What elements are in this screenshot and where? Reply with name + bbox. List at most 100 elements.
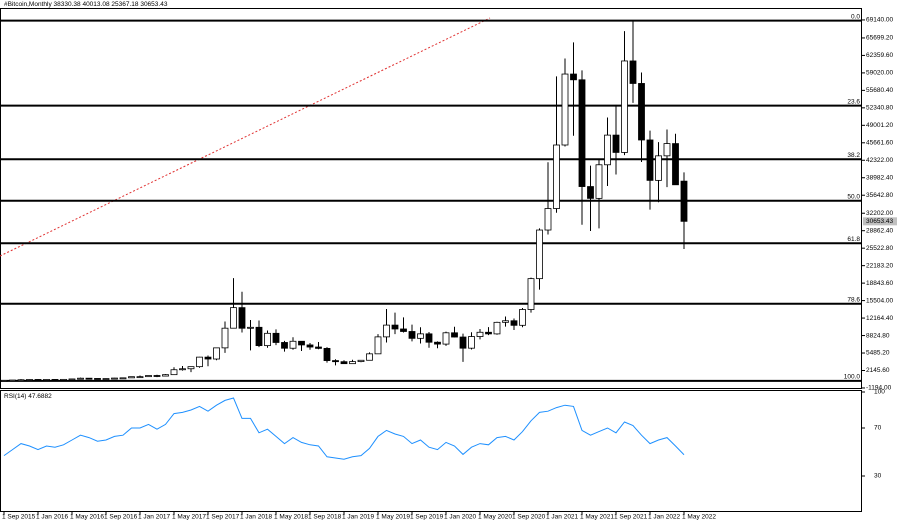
y-tick-label: 35642.80 bbox=[866, 192, 893, 199]
fib-label: 61.8 bbox=[847, 236, 860, 243]
candle-body bbox=[9, 379, 16, 382]
header: #Bitcoin,Monthly 38330.38 40013.08 25367… bbox=[4, 1, 168, 8]
candle-body bbox=[323, 347, 331, 361]
candle-body bbox=[442, 332, 450, 345]
candle-body bbox=[264, 332, 271, 347]
candle-body bbox=[383, 324, 390, 338]
rsi-value: 47.6882 bbox=[28, 393, 52, 400]
x-tick-label: 1 May 2020 bbox=[478, 514, 512, 521]
candle-body bbox=[485, 331, 492, 335]
candle-body bbox=[629, 60, 637, 84]
candle-body bbox=[255, 326, 263, 347]
candle-body bbox=[680, 180, 688, 222]
candle-body bbox=[77, 377, 84, 380]
candle-body bbox=[332, 360, 339, 363]
candle-body bbox=[621, 60, 628, 153]
x-tick-label: 1 May 2016 bbox=[70, 514, 104, 521]
x-tick-label: 1 Jan 2018 bbox=[240, 514, 273, 521]
y-tick-label: 12164.40 bbox=[866, 315, 893, 322]
candle-body bbox=[298, 340, 305, 346]
candle-body bbox=[196, 356, 203, 368]
rsi-name: RSI(14) bbox=[4, 393, 26, 400]
x-tick-label: 1 Jan 2017 bbox=[138, 514, 171, 521]
y-tick-label: 55680.40 bbox=[866, 87, 893, 94]
rsi-frame bbox=[0, 390, 862, 512]
candle-body bbox=[60, 378, 67, 381]
candle-body bbox=[374, 336, 382, 355]
candle-body bbox=[502, 320, 509, 323]
x-tick-label: 1 Sep 2016 bbox=[104, 514, 138, 521]
y-tick-label: 52340.80 bbox=[866, 105, 893, 112]
candle-body bbox=[663, 143, 671, 157]
candle-body bbox=[527, 278, 535, 310]
candle-body bbox=[476, 331, 484, 337]
candle-body bbox=[604, 134, 611, 166]
fib-label: 23.6 bbox=[847, 98, 860, 105]
x-tick-label: 1 Sep 2020 bbox=[512, 514, 546, 521]
y-tick-label: 59020.00 bbox=[866, 70, 893, 77]
candle-body bbox=[595, 164, 603, 199]
candle-body bbox=[655, 155, 662, 181]
candle-body bbox=[230, 307, 237, 329]
candle-body bbox=[111, 377, 118, 380]
candle-body bbox=[544, 208, 552, 231]
x-tick-label: 1 May 2017 bbox=[172, 514, 206, 521]
x-tick-label: 1 Jan 2016 bbox=[36, 514, 69, 521]
candle-body bbox=[425, 333, 433, 343]
candle-body bbox=[128, 376, 135, 379]
y-tick-label: 49001.20 bbox=[866, 122, 893, 129]
y-tick-label: 2145.60 bbox=[866, 367, 890, 374]
candle-body bbox=[136, 376, 144, 379]
last-price: 30653.43 bbox=[866, 218, 893, 225]
close-value: 30653.43 bbox=[140, 1, 167, 8]
candle-body bbox=[612, 134, 620, 153]
high-value: 40013.08 bbox=[82, 1, 109, 8]
candle-body bbox=[570, 73, 577, 81]
candle-body bbox=[536, 229, 543, 280]
candle-body bbox=[519, 309, 526, 326]
y-tick-label: -1194.00 bbox=[866, 385, 892, 392]
y-tick-label: 15504.00 bbox=[866, 297, 893, 304]
candle-body bbox=[306, 344, 314, 348]
y-tick-label: 69140.00 bbox=[866, 17, 893, 24]
y-tick-label: 45661.60 bbox=[866, 140, 893, 147]
x-tick-label: 1 Sep 2021 bbox=[614, 514, 648, 521]
candle-body bbox=[510, 320, 518, 326]
fib-label: 78.6 bbox=[847, 296, 860, 303]
x-tick-label: 1 Sep 2015 bbox=[2, 514, 36, 521]
low-value: 25367.18 bbox=[111, 1, 138, 8]
candle-body bbox=[493, 321, 501, 335]
candle-body bbox=[553, 144, 560, 209]
y-tick-label: 5485.20 bbox=[866, 350, 890, 357]
y-tick-label: 25522.80 bbox=[866, 245, 893, 252]
y-tick-label: 62359.60 bbox=[866, 52, 893, 59]
x-tick-label: 1 May 2019 bbox=[376, 514, 410, 521]
candle-body bbox=[119, 377, 127, 380]
candle-body bbox=[162, 374, 169, 377]
candle-body bbox=[272, 332, 280, 343]
price-box bbox=[863, 217, 897, 226]
candle-body bbox=[315, 346, 322, 349]
candle-body bbox=[238, 307, 246, 329]
fib-label: 100.0 bbox=[844, 374, 861, 381]
x-tick-label: 1 May 2022 bbox=[682, 514, 716, 521]
candle-body bbox=[561, 73, 569, 146]
rsi-tick-label: 100 bbox=[874, 389, 885, 396]
candle-body bbox=[43, 379, 50, 381]
candle-body bbox=[459, 336, 467, 349]
x-tick-label: 1 May 2021 bbox=[580, 514, 614, 521]
rsi-header: RSI(14) 47.6882 bbox=[4, 393, 52, 400]
x-tick-label: 1 Jan 2021 bbox=[546, 514, 579, 521]
candle-body bbox=[417, 333, 424, 339]
trend-line bbox=[0, 17, 491, 257]
x-tick-label: 1 Sep 2018 bbox=[308, 514, 342, 521]
candle-body bbox=[17, 379, 25, 382]
fib-label: 38.2 bbox=[847, 152, 860, 159]
y-tick-label: 22183.20 bbox=[866, 262, 893, 269]
candle-body bbox=[578, 79, 586, 187]
candle-body bbox=[357, 359, 365, 362]
y-tick-label: 42322.00 bbox=[866, 157, 893, 164]
candle-body bbox=[179, 368, 186, 371]
symbol: #Bitcoin,Monthly bbox=[4, 1, 52, 8]
